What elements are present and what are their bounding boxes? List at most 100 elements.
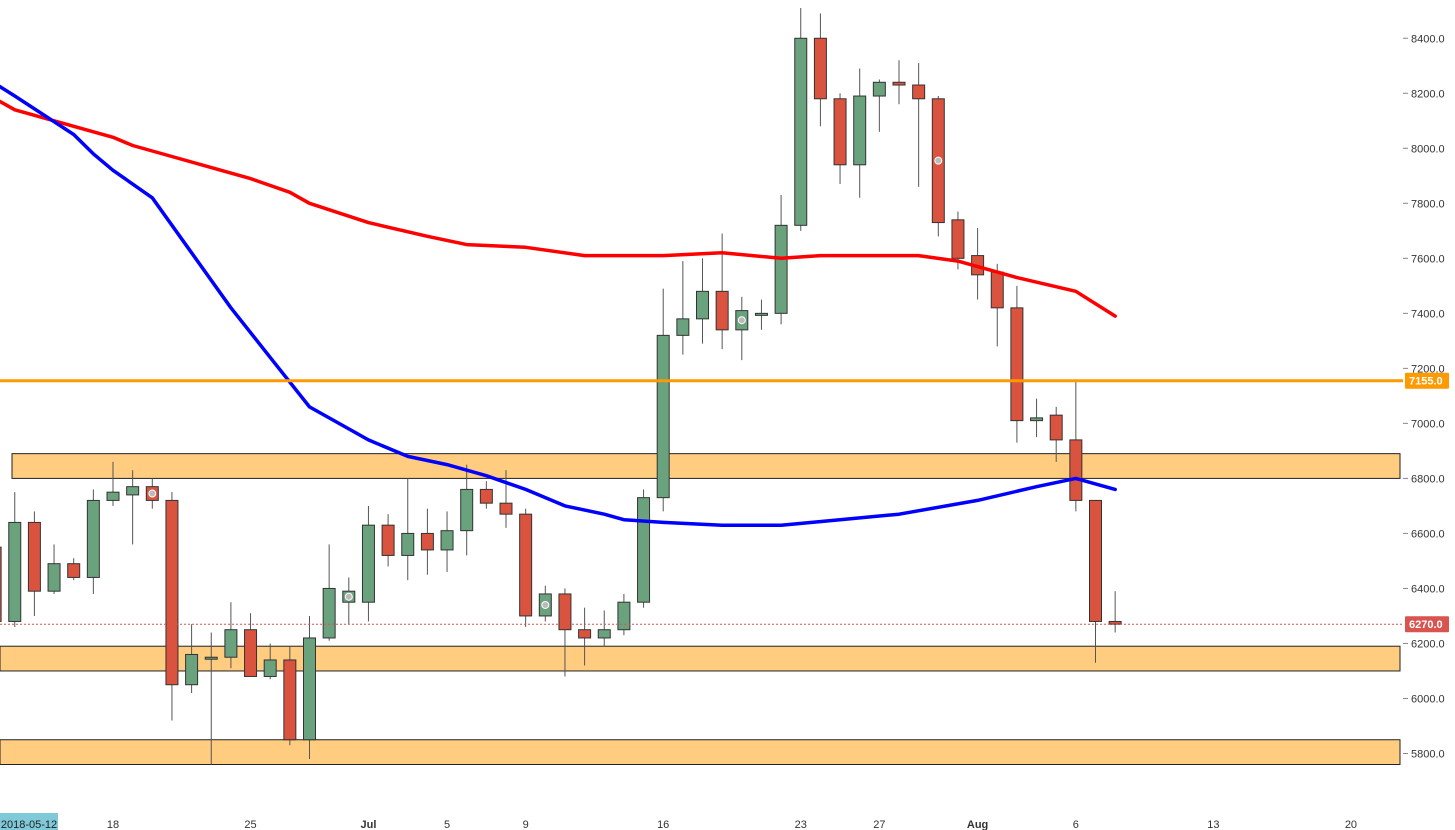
candle-body [224, 629, 238, 658]
y-tick-label: 7000.0 [1411, 418, 1445, 430]
candle-body [853, 95, 867, 166]
candle-body [460, 488, 474, 532]
last-price-tag-label: 6270.0 [1409, 619, 1443, 631]
candle-body [185, 653, 199, 686]
candle [361, 505, 375, 622]
candle [479, 481, 493, 509]
moving-average-red [0, 99, 1117, 318]
candle [86, 489, 100, 594]
candle [342, 577, 356, 625]
x-tick-label: Aug [967, 819, 988, 830]
candle [322, 544, 336, 641]
x-axis: 18 25 Jul 5 9 16 23 27 Aug 6 13 20 2018-05-12 [0, 813, 1357, 830]
candle-body [754, 312, 768, 316]
y-tick-label: 7400.0 [1411, 308, 1445, 320]
candle-body [381, 524, 395, 556]
candle-body [361, 524, 375, 603]
y-tick-label: 7800.0 [1411, 198, 1445, 210]
candle [1030, 398, 1044, 438]
candle [244, 613, 258, 677]
candle [27, 511, 41, 616]
candle-body [1030, 417, 1044, 422]
candle-body [1049, 414, 1063, 441]
candle-body [204, 656, 218, 660]
x-tick-label: 16 [657, 819, 669, 830]
candle [401, 478, 415, 581]
y-tick-label: 8000.0 [1411, 143, 1445, 155]
candle [381, 514, 395, 567]
date-label: 2018-05-12 [1, 819, 57, 830]
candle-body [322, 587, 336, 639]
candle [460, 464, 474, 556]
candle-body [27, 521, 41, 592]
candle-body [696, 290, 709, 320]
y-tick-label: 7600.0 [1411, 253, 1445, 265]
y-tick-label: 6400.0 [1411, 583, 1445, 595]
candle-body [8, 521, 22, 622]
x-tick-label: 25 [244, 819, 256, 830]
y-tick-label: 5800.0 [1411, 748, 1445, 760]
candle-body [126, 486, 140, 496]
moving-average-blue [0, 84, 1117, 527]
candle [165, 492, 179, 721]
candle-body [263, 659, 277, 677]
candle [303, 615, 316, 759]
candle-body [833, 98, 847, 166]
candle [106, 461, 120, 506]
candle-body [244, 629, 258, 677]
candle-body [106, 491, 120, 501]
candle [499, 470, 513, 528]
candle [735, 296, 749, 361]
x-tick-label: 18 [107, 819, 119, 830]
candle-body [872, 81, 886, 97]
candle [1049, 406, 1063, 462]
candle [833, 93, 847, 185]
candle-marker [148, 489, 157, 498]
candle [67, 558, 81, 581]
candle-body [1069, 439, 1083, 501]
candle [696, 258, 709, 344]
candle-body [656, 334, 670, 499]
candle-body [440, 530, 454, 551]
candle [558, 588, 572, 677]
candle-body [47, 563, 61, 592]
zone-band [11, 453, 1401, 479]
date-label-bg [0, 813, 58, 830]
candle-body [165, 499, 179, 686]
x-tick-label: 6 [1073, 819, 1079, 830]
candle [578, 607, 592, 666]
resistance-tag-label: 7155.0 [1409, 376, 1443, 388]
candle [597, 610, 611, 647]
candle [794, 8, 808, 231]
x-tick-label: 5 [444, 819, 450, 830]
candle [853, 68, 867, 198]
y-tick-label: 7200.0 [1411, 363, 1445, 375]
candle [8, 492, 22, 627]
candle-body [715, 290, 729, 331]
level-lines [0, 379, 1403, 625]
candle-body [637, 497, 651, 603]
x-tick-label: 20 [1345, 819, 1357, 830]
candle-body [1010, 307, 1024, 422]
candle-body [401, 532, 415, 556]
candle-body [1108, 620, 1122, 625]
candle [813, 13, 827, 127]
candle-body [813, 37, 827, 100]
candle [990, 263, 1004, 347]
x-tick-label: 9 [523, 819, 529, 830]
candle-marker [344, 592, 353, 601]
y-axis: 5800.0 6000.0 6200.0 6400.0 6600.0 6800.0 7000… [1403, 33, 1449, 760]
candle-body [990, 271, 1004, 309]
candle [872, 79, 886, 132]
support-resistance-zones [0, 453, 1401, 765]
y-tick-label: 8400.0 [1411, 33, 1445, 45]
candle [754, 299, 768, 330]
candle-body [479, 488, 493, 504]
x-tick-label: 13 [1207, 819, 1219, 830]
candle-body [676, 318, 690, 336]
candle-body [774, 224, 788, 314]
candle-body [0, 546, 2, 622]
y-tick-label: 6000.0 [1411, 693, 1445, 705]
candle-body [794, 37, 808, 226]
x-tick-label: 23 [795, 819, 807, 830]
